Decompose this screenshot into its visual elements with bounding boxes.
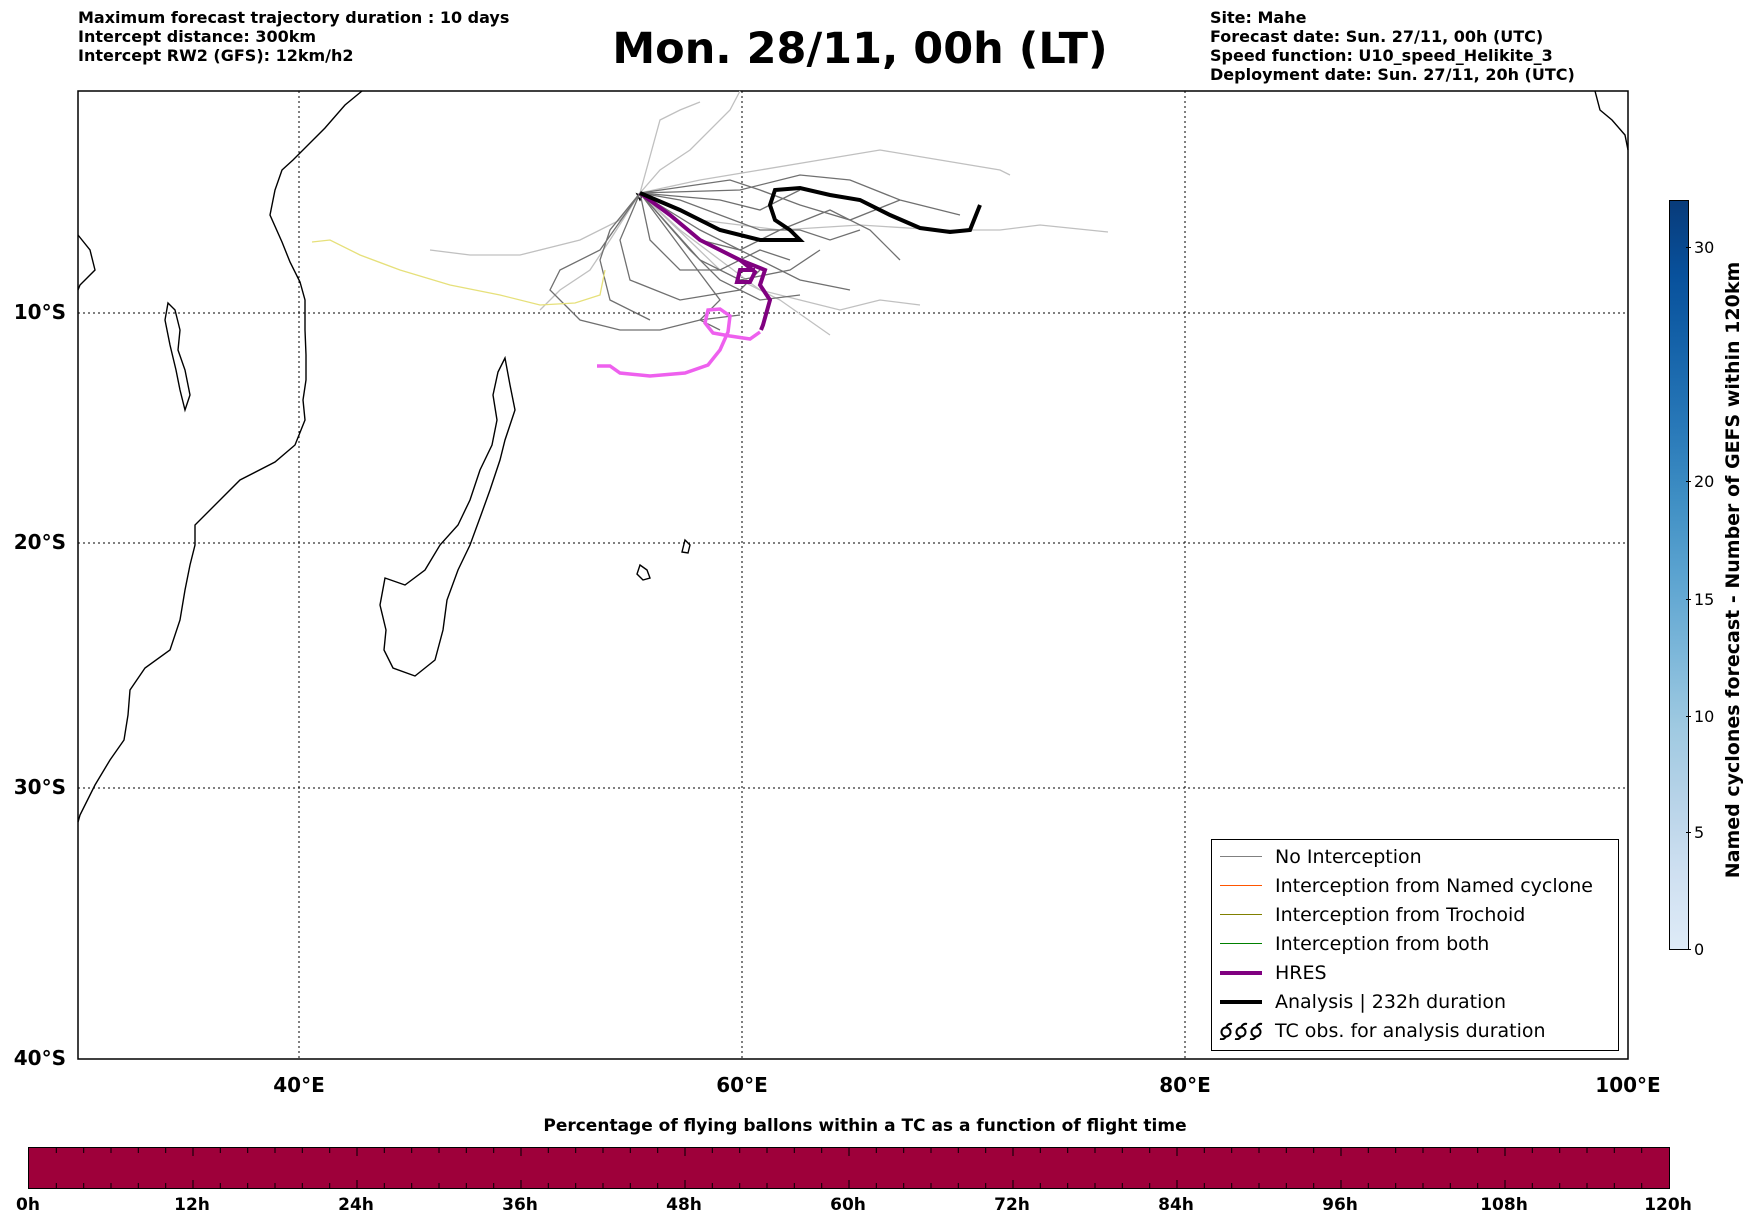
- time-label-12h: 12h: [174, 1195, 210, 1215]
- forecast-date-text: Forecast date: Sun. 27/11, 00h (UTC): [1210, 27, 1544, 46]
- mascarene-island: [636, 563, 651, 581]
- colorbar-tick: [1686, 716, 1691, 717]
- legend-label: Interception from both: [1275, 933, 1490, 955]
- lat-label-40s: 40°S: [13, 1046, 66, 1070]
- colorbar-tick: [1686, 832, 1691, 833]
- time-bar-ticks: [55, 1148, 1643, 1188]
- trajectory-dark: [619, 192, 761, 301]
- legend-item-tc-obs: TC obs. for analysis duration: [1212, 1018, 1618, 1044]
- ensemble-trajectories: [311, 90, 1109, 336]
- legend-item-analysis: Analysis | 232h duration: [1212, 989, 1618, 1015]
- africa-coastline: [77, 90, 363, 823]
- legend-swatch: [1220, 856, 1262, 857]
- trajectory-dark: [549, 192, 741, 331]
- analysis-track: [639, 185, 982, 242]
- legend-label: Interception from Named cyclone: [1275, 875, 1593, 897]
- trajectory-light: [639, 192, 921, 311]
- trajectory-light: [539, 192, 641, 311]
- lat-label-20s: 20°S: [13, 530, 66, 554]
- time-bar-title: Percentage of flying ballons within a TC…: [543, 1116, 1187, 1136]
- gridlines: [78, 91, 1628, 1059]
- legend-swatch: [1220, 1000, 1262, 1004]
- header-left: Maximum forecast trajectory duration : 1…: [78, 8, 509, 65]
- mauritius-island: [681, 538, 691, 554]
- legend-item-hres: HRES: [1212, 960, 1618, 986]
- legend-label: Interception from Trochoid: [1275, 904, 1526, 926]
- legend-item-trochoid: Interception from Trochoid: [1212, 902, 1618, 928]
- trajectory-light: [639, 101, 701, 194]
- cyclone-symbol-icon: [1219, 1022, 1263, 1040]
- colorbar-tick: [1686, 599, 1691, 600]
- page-title: Mon. 28/11, 00h (LT): [612, 24, 1108, 74]
- lon-label-80e: 80°E: [1159, 1073, 1211, 1097]
- time-label-72h: 72h: [994, 1195, 1030, 1215]
- legend-label: No Interception: [1275, 846, 1422, 868]
- max-duration-text: Maximum forecast trajectory duration : 1…: [78, 8, 510, 27]
- lat-label-10s: 10°S: [13, 300, 66, 324]
- lat-label-30s: 30°S: [13, 775, 66, 799]
- trajectory-yellow: [311, 239, 606, 306]
- colorbar-tick: [1686, 247, 1691, 248]
- colorbar-tick-label: 30: [1694, 238, 1715, 257]
- hres-track: [638, 191, 773, 331]
- colorbar-tick-label: 10: [1694, 707, 1715, 726]
- time-label-108h: 108h: [1480, 1195, 1528, 1215]
- trajectory-light: [639, 192, 1109, 233]
- mozambique-channel-island: [164, 301, 191, 413]
- map-legend: No Interception Interception from Named …: [1211, 839, 1619, 1051]
- legend-label: TC obs. for analysis duration: [1275, 1020, 1546, 1042]
- lon-label-100e: 100°E: [1595, 1073, 1661, 1097]
- hres-track-light: [597, 307, 762, 378]
- colorbar-tick-label: 15: [1694, 590, 1715, 609]
- trajectory-dark: [639, 192, 851, 291]
- legend-label: HRES: [1275, 962, 1327, 984]
- coastlines: [77, 90, 1629, 823]
- speed-function-text: Speed function: U10_speed_Helikite_3: [1210, 46, 1553, 65]
- legend-swatch: [1220, 943, 1262, 944]
- trajectory-light: [639, 90, 741, 194]
- time-label-36h: 36h: [502, 1195, 538, 1215]
- intercept-rw2-text: Intercept RW2 (GFS): 12km/h2: [78, 46, 354, 65]
- legend-item-no-interception: No Interception: [1212, 844, 1618, 870]
- time-label-96h: 96h: [1322, 1195, 1358, 1215]
- site-text: Site: Mahe: [1210, 8, 1307, 27]
- colorbar-tick-label: 0: [1694, 940, 1705, 959]
- legend-label: Analysis | 232h duration: [1275, 991, 1507, 1013]
- trajectory-dark: [639, 192, 861, 241]
- legend-swatch: [1220, 971, 1262, 975]
- deployment-date-text: Deployment date: Sun. 27/11, 20h (UTC): [1210, 65, 1575, 84]
- trajectory-dark: [639, 174, 961, 216]
- time-label-60h: 60h: [830, 1195, 866, 1215]
- trajectory-dark: [639, 192, 791, 271]
- africa-west-coast: [77, 234, 96, 291]
- time-label-24h: 24h: [338, 1195, 374, 1215]
- time-label-84h: 84h: [1158, 1195, 1194, 1215]
- time-label-0h: 0h: [16, 1195, 40, 1215]
- lon-label-40e: 40°E: [273, 1073, 325, 1097]
- legend-swatch: [1220, 914, 1262, 915]
- trajectory-light: [429, 192, 641, 256]
- trajectory-dark: [639, 189, 801, 211]
- trajectory-light: [639, 149, 1011, 194]
- east-coast-fragment: [1594, 90, 1629, 151]
- colorbar-tick-label: 5: [1694, 823, 1705, 842]
- colorbar-tick-label: 20: [1694, 472, 1715, 491]
- flight-time-bar: [28, 1147, 1670, 1189]
- trajectory-dark: [599, 192, 651, 321]
- time-label-48h: 48h: [666, 1195, 702, 1215]
- time-label-120h: 120h: [1644, 1195, 1692, 1215]
- intercept-distance-text: Intercept distance: 300km: [78, 27, 317, 46]
- header-right: Site: Mahe Forecast date: Sun. 27/11, 00…: [1210, 8, 1575, 84]
- madagascar-coastline: [379, 355, 516, 677]
- trajectory-dark: [639, 179, 901, 221]
- legend-swatch: [1220, 885, 1262, 886]
- lon-label-60e: 60°E: [716, 1073, 768, 1097]
- legend-item-named-cyclone: Interception from Named cyclone: [1212, 873, 1618, 899]
- cyclone-colorbar: [1669, 200, 1689, 950]
- colorbar-tick: [1686, 481, 1691, 482]
- legend-item-both: Interception from both: [1212, 931, 1618, 957]
- colorbar-label: Named cyclones forecast - Number of GEFS…: [1722, 261, 1744, 879]
- colorbar-tick: [1686, 949, 1691, 950]
- trajectory-light: [639, 192, 831, 336]
